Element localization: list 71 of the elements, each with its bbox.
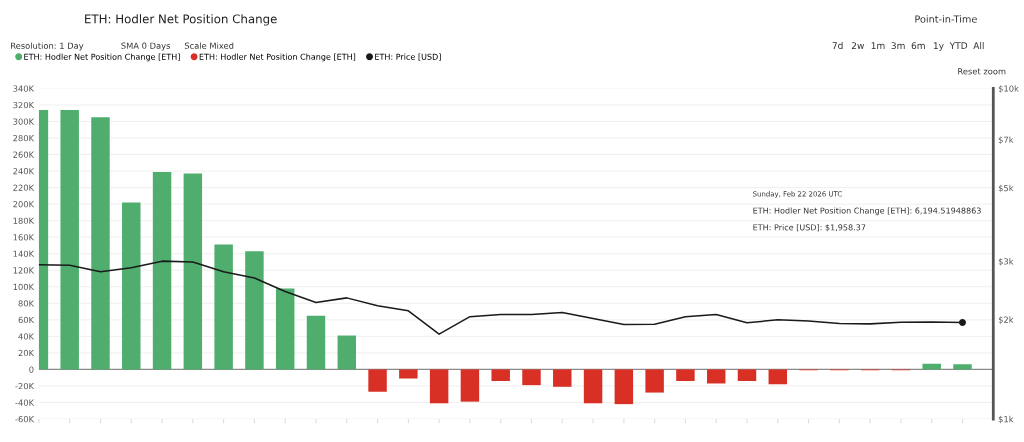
bar: [91, 117, 110, 370]
y-tick-label: 100K: [13, 283, 35, 291]
bar: [522, 369, 541, 386]
bar: [645, 369, 664, 393]
legend-label: ETH: Hodler Net Position Change [ETH]: [199, 53, 356, 62]
y-tick-label: 80K: [18, 300, 35, 307]
text: 2w: [851, 42, 864, 49]
y2-tick-label: $1k: [998, 415, 1014, 424]
y-tick-label: 240K: [13, 168, 35, 175]
y-tick-label: 120K: [13, 267, 35, 274]
bar: [706, 369, 726, 384]
y2-tick-label: $2k: [998, 316, 1014, 324]
y-tick-label: 340K: [13, 85, 35, 92]
y-tick-label: -20K: [15, 382, 35, 390]
bar: [245, 251, 264, 370]
text: Scale Mixed: [184, 42, 234, 49]
y-tick-label: 140K: [13, 250, 35, 257]
text: 7d: [832, 42, 843, 50]
y-tick-label: 20K: [18, 349, 35, 357]
text: 1y: [933, 42, 944, 51]
bar: [368, 369, 387, 392]
bar: [399, 369, 418, 379]
text: SMA 0 Days: [121, 42, 170, 51]
bar: [491, 369, 510, 381]
y-tick-label: -60K: [15, 416, 35, 423]
text: Reset zoom: [958, 68, 1006, 75]
y-tick-label: 0: [29, 366, 34, 373]
text: YTD: [949, 42, 968, 49]
y-tick-label: 220K: [13, 184, 35, 191]
y-tick-label: 300K: [13, 118, 35, 125]
chart-title: ETH: Hodler Net Position Change: [85, 14, 277, 26]
bar: [583, 369, 603, 404]
text: Point-in-Time: [915, 15, 977, 23]
y2-tick-label: $10k: [998, 85, 1019, 93]
bar: [60, 109, 79, 370]
bar: [429, 369, 449, 404]
bar: [183, 173, 203, 370]
bar: [460, 369, 480, 402]
y-tick-label: 280K: [13, 134, 35, 142]
bar: [614, 369, 634, 405]
bar: [152, 171, 172, 370]
bar: [953, 364, 972, 370]
y-tick-label: 260K: [13, 151, 35, 158]
legend-label: ETH: Price [USD]: [375, 53, 441, 61]
bar: [122, 202, 141, 370]
y2-tick-label: $3k: [998, 258, 1014, 266]
text: 1m: [871, 42, 885, 49]
text: 6m: [911, 42, 925, 50]
bar: [214, 244, 233, 370]
bar: [275, 288, 295, 370]
text: All: [973, 42, 984, 49]
y-tick-label: 40K: [18, 333, 35, 340]
y-tick-label: 60K: [18, 316, 35, 324]
y-tick-label: 320K: [13, 101, 35, 109]
annotation: ETH: Price [USD]: $1,958.37: [753, 224, 866, 232]
y2-tick-label: $7k: [998, 136, 1014, 144]
y2-tick-label: $5k: [998, 184, 1014, 193]
bar: [768, 369, 788, 385]
bar: [676, 369, 695, 381]
y-tick-label: 200K: [13, 201, 35, 208]
bar: [737, 369, 757, 381]
annotation: ETH: Hodler Net Position Change [ETH]: 6,194.51948863: [753, 207, 981, 216]
bar: [337, 335, 357, 370]
y-tick-label: 180K: [13, 217, 35, 224]
bar: [306, 315, 326, 370]
legend-label: ETH: Hodler Net Position Change [ETH]: [24, 53, 180, 62]
text: 3m: [891, 42, 905, 50]
bar: [553, 369, 572, 387]
y-tick-label: -40K: [15, 399, 35, 406]
text: Resolution: 1 Day: [11, 42, 84, 51]
y-tick-label: 160K: [13, 234, 35, 241]
